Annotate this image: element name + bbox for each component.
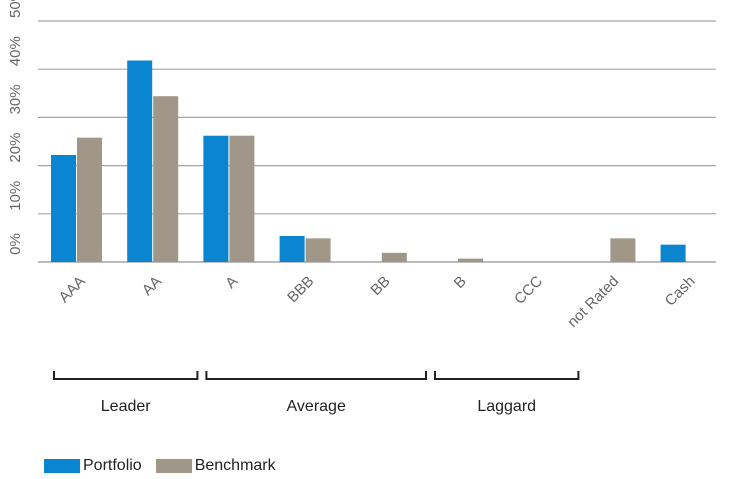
y-tick-label: 40% <box>7 36 24 66</box>
x-axis-labels: AAA AA A BBB BB B CCC not Rated Cash <box>56 273 699 331</box>
legend-swatch-benchmark <box>155 459 192 473</box>
group-label: Average <box>286 398 346 415</box>
x-tick-label: AA <box>139 273 165 299</box>
bar-benchmark-b <box>458 258 483 262</box>
bars <box>51 60 686 262</box>
legend-swatch-portfolio <box>44 459 80 473</box>
x-tick-label: AAA <box>56 273 89 306</box>
y-tick-label: 50% <box>7 0 24 18</box>
bar-chart: 0%10%20%30%40%50% AAA AA A BBB BB B CCC not Rat… <box>7 0 716 380</box>
y-tick-label: 10% <box>7 181 24 211</box>
legend-item-portfolio: Portfolio <box>44 457 142 475</box>
y-tick-label: 20% <box>7 133 24 163</box>
x-tick-label: B <box>451 273 470 292</box>
x-tick-label: CCC <box>511 273 546 308</box>
bar-benchmark-bbb <box>305 238 331 262</box>
x-tick-label: not Rated <box>564 273 622 331</box>
group-bracket <box>205 371 427 380</box>
legend-label-benchmark: Benchmark <box>194 457 276 474</box>
x-tick-label: BB <box>367 273 393 299</box>
x-tick-label: BBB <box>284 273 317 306</box>
y-axis-ticks: 0% 10% 20% 30% 40% 50% <box>7 0 24 255</box>
bar-portfolio-bbb <box>279 235 305 262</box>
x-tick-label: Cash <box>662 273 699 310</box>
bar-portfolio-aa <box>127 60 153 262</box>
x-tick-label: A <box>222 273 241 292</box>
group-label: Laggard <box>477 398 537 415</box>
bar-benchmark-not-rated <box>610 238 636 262</box>
bar-benchmark-aa <box>153 96 179 262</box>
y-tick-label: 30% <box>7 84 24 114</box>
group-brackets <box>53 371 580 380</box>
group-bracket <box>53 371 199 380</box>
legend: Portfolio Benchmark <box>44 457 290 475</box>
bar-benchmark-bb <box>381 252 407 262</box>
legend-label-portfolio: Portfolio <box>83 457 142 474</box>
bar-portfolio-a <box>203 135 229 262</box>
group-label: Leader <box>100 398 151 415</box>
bar-portfolio-aaa <box>51 154 76 262</box>
y-tick-label: 0% <box>7 233 24 255</box>
group-bracket <box>434 371 580 380</box>
bar-portfolio-cash <box>660 244 686 262</box>
legend-item-benchmark: Benchmark <box>155 457 276 475</box>
bar-benchmark-a <box>229 135 255 262</box>
bar-benchmark-aaa <box>77 137 102 262</box>
